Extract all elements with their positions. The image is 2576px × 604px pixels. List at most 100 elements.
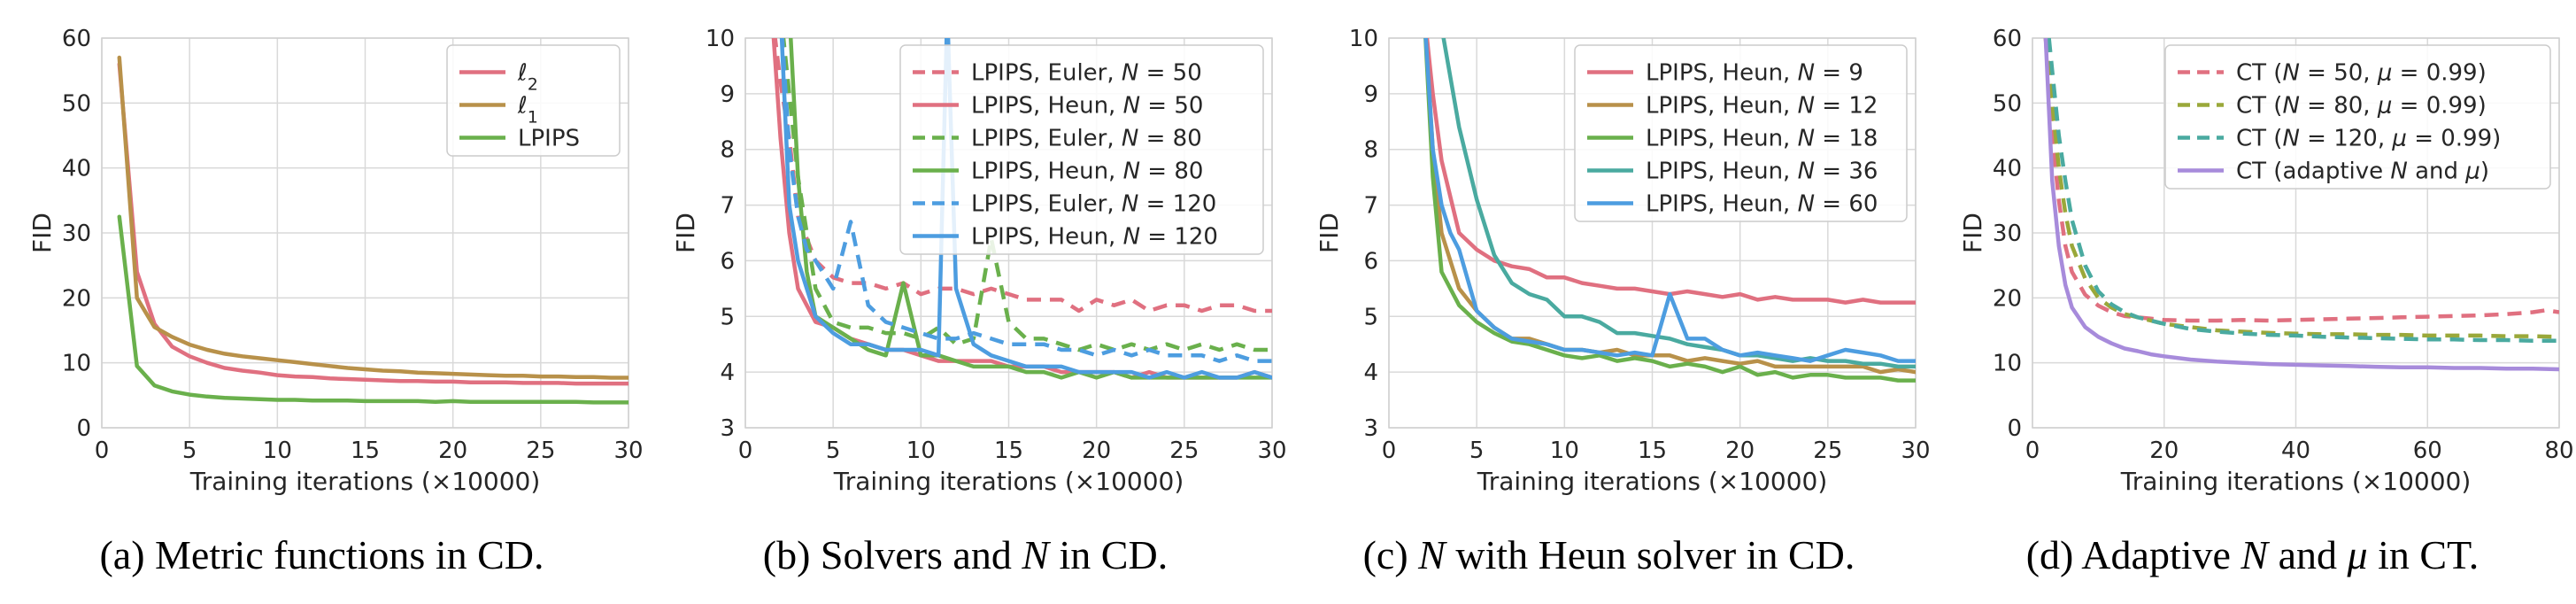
y-tick-label: 3 [720, 415, 735, 442]
legend-label: LPIPS, Heun, N = 18 [1646, 126, 1878, 152]
x-tick-label: 25 [1169, 438, 1199, 464]
y-tick-label: 10 [62, 351, 91, 377]
x-tick-label: 20 [1725, 438, 1755, 464]
y-tick-label: 0 [2007, 415, 2022, 442]
series-line [1441, 38, 1916, 369]
y-tick-label: 30 [62, 221, 91, 247]
series-line [2043, 38, 2559, 323]
x-tick-label: 0 [2025, 438, 2040, 464]
y-axis-label: FID [1315, 213, 1344, 253]
y-tick-label: 6 [720, 248, 735, 275]
series-group [2043, 38, 2559, 372]
y-tick-label: 5 [1363, 304, 1378, 330]
series-line [2043, 38, 2559, 339]
legend-label: LPIPS, Heun, N = 12 [1646, 93, 1878, 120]
caption-a: (a) Metric functions in CD. [99, 532, 544, 577]
y-tick-label: 8 [1363, 137, 1378, 164]
x-tick-label: 40 [2281, 438, 2310, 464]
plot-frame [1388, 37, 1917, 429]
chart-c: 0 5 10 15 20 25 30 3 4 5 6 7 8 9 10 Training iterations… [1315, 26, 1931, 496]
x-tick-label: 0 [738, 438, 753, 464]
x-tick-label: 5 [826, 438, 841, 464]
x-tick-label: 10 [1550, 438, 1579, 464]
x-tick-label: 20 [1082, 438, 1111, 464]
x-tick-label: 15 [351, 438, 380, 464]
y-tick-label: 4 [720, 360, 735, 386]
series-line [1423, 38, 1916, 383]
y-tick-label: 0 [76, 415, 91, 442]
series-group [1423, 38, 1916, 383]
y-tick-label: 20 [62, 285, 91, 312]
y-tick-label: 10 [706, 26, 735, 52]
caption-b: (b) Solvers and N in CD. [762, 532, 1168, 577]
x-axis-label: Training iterations (×10000) [2120, 467, 2472, 496]
legend-label: ℓ1 [517, 93, 538, 128]
y-tick-label: 9 [720, 81, 735, 108]
y-tick-label: 40 [1993, 156, 2022, 182]
panel-d: 0 20 40 60 80 0 10 20 30 40 50 60 Training iteration… [1931, 0, 2574, 604]
chart-a: 0 5 10 15 20 25 30 0 10 20 30 40 50 60 Training iterat… [27, 26, 644, 496]
x-tick-label: 25 [526, 438, 555, 464]
legend: LPIPS, Heun, N = 9 LPIPS, Heun, N = 12 LPI… [1574, 44, 1908, 222]
x-tick-label: 30 [1901, 438, 1930, 464]
x-tick-label: 5 [182, 438, 197, 464]
x-axis-label: Training iterations (×10000) [833, 467, 1184, 496]
plot-frame [2032, 37, 2560, 429]
series-line [117, 55, 629, 380]
x-tick-label: 25 [1813, 438, 1842, 464]
x-tick-label: 0 [1382, 438, 1397, 464]
y-tick-label: 7 [720, 193, 735, 220]
y-tick-label: 7 [1363, 193, 1378, 220]
y-tick-label: 5 [720, 304, 735, 330]
series-group [771, 38, 1272, 380]
legend-label: LPIPS, Heun, N = 60 [1646, 191, 1878, 218]
y-axis-label: FID [27, 213, 57, 253]
y-tick-label: 50 [1993, 90, 2022, 117]
series-line [117, 62, 629, 386]
legend-label: LPIPS, Heun, N = 50 [971, 93, 1203, 120]
x-axis-label: Training iterations (×10000) [1477, 467, 1828, 496]
legend-label: LPIPS, Euler, N = 50 [971, 60, 1202, 87]
y-tick-label: 30 [1993, 221, 2022, 247]
legend-label: LPIPS, Euler, N = 120 [971, 191, 1216, 218]
y-tick-label: 60 [1993, 26, 2022, 52]
y-axis-label: FID [1958, 213, 1987, 253]
x-tick-label: 10 [263, 438, 292, 464]
x-tick-label: 20 [438, 438, 467, 464]
x-tick-label: 30 [613, 438, 643, 464]
legend-label: CT (N = 50, μ = 0.99) [2236, 60, 2487, 87]
y-tick-label: 50 [62, 90, 91, 117]
caption-c: (c) N with Heun solver in CD. [1362, 532, 1855, 577]
legend: LPIPS, Euler, N = 50 LPIPS, Heun, N = 50 L… [899, 44, 1264, 255]
legend-box [2164, 44, 2551, 190]
legend-label: LPIPS, Heun, N = 120 [971, 224, 1218, 251]
y-tick-label: 6 [1363, 248, 1378, 275]
y-tick-label: 10 [1993, 351, 2022, 377]
y-tick-label: 9 [1363, 81, 1378, 108]
y-tick-label: 40 [62, 156, 91, 182]
plot-frame [101, 37, 629, 429]
x-axis-label: Training iterations (×10000) [189, 467, 541, 496]
legend-label: ℓ2 [517, 60, 538, 95]
y-tick-label: 10 [1349, 26, 1378, 52]
chart-b: 0 5 10 15 20 25 30 3 4 5 6 7 8 9 10 Training iterations… [671, 26, 1287, 496]
x-tick-label: 5 [1469, 438, 1485, 464]
x-tick-label: 60 [2413, 438, 2442, 464]
series-line [2043, 38, 2559, 372]
legend-label: CT (adaptive N and μ) [2236, 159, 2489, 185]
legend-label: LPIPS, Heun, N = 80 [971, 159, 1203, 185]
panel-a: 0 5 10 15 20 25 30 0 10 20 30 40 50 60 Training iterat… [0, 0, 644, 604]
legend-label: LPIPS [518, 126, 580, 152]
x-tick-label: 15 [1638, 438, 1667, 464]
series-line [1423, 38, 1916, 363]
caption-d: (d) Adaptive N and μ in CT. [2025, 532, 2480, 577]
x-tick-label: 20 [2149, 438, 2179, 464]
series-group [117, 55, 629, 405]
series-line [773, 38, 1272, 314]
x-tick-label: 80 [2544, 438, 2573, 464]
legend-label: CT (N = 120, μ = 0.99) [2236, 126, 2501, 152]
x-tick-label: 0 [95, 438, 110, 464]
panel-c: 0 5 10 15 20 25 30 3 4 5 6 7 8 9 10 Training iterations… [1287, 0, 1931, 604]
x-tick-label: 15 [994, 438, 1023, 464]
y-tick-label: 8 [720, 137, 735, 164]
